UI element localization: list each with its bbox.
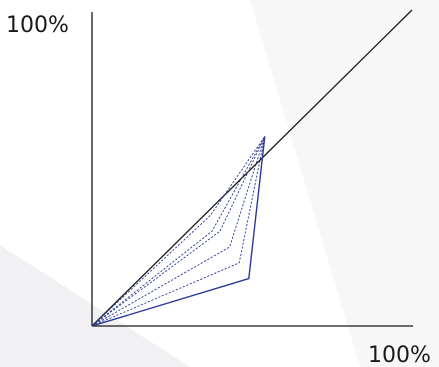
background-panel-right (250, 0, 439, 367)
series-line-3 (91, 136, 266, 327)
background-panel-bottom-left (0, 245, 190, 367)
series-line-1 (91, 136, 266, 327)
y-axis-max-label: 100% (6, 13, 69, 38)
series-line-4 (91, 136, 266, 327)
equality-reference-line (91, 9, 413, 327)
series-group (91, 136, 266, 327)
x-axis-max-label: 100% (368, 343, 431, 367)
series-line-6 (91, 136, 266, 327)
series-line-5 (91, 136, 266, 327)
series-line-2 (91, 136, 266, 327)
